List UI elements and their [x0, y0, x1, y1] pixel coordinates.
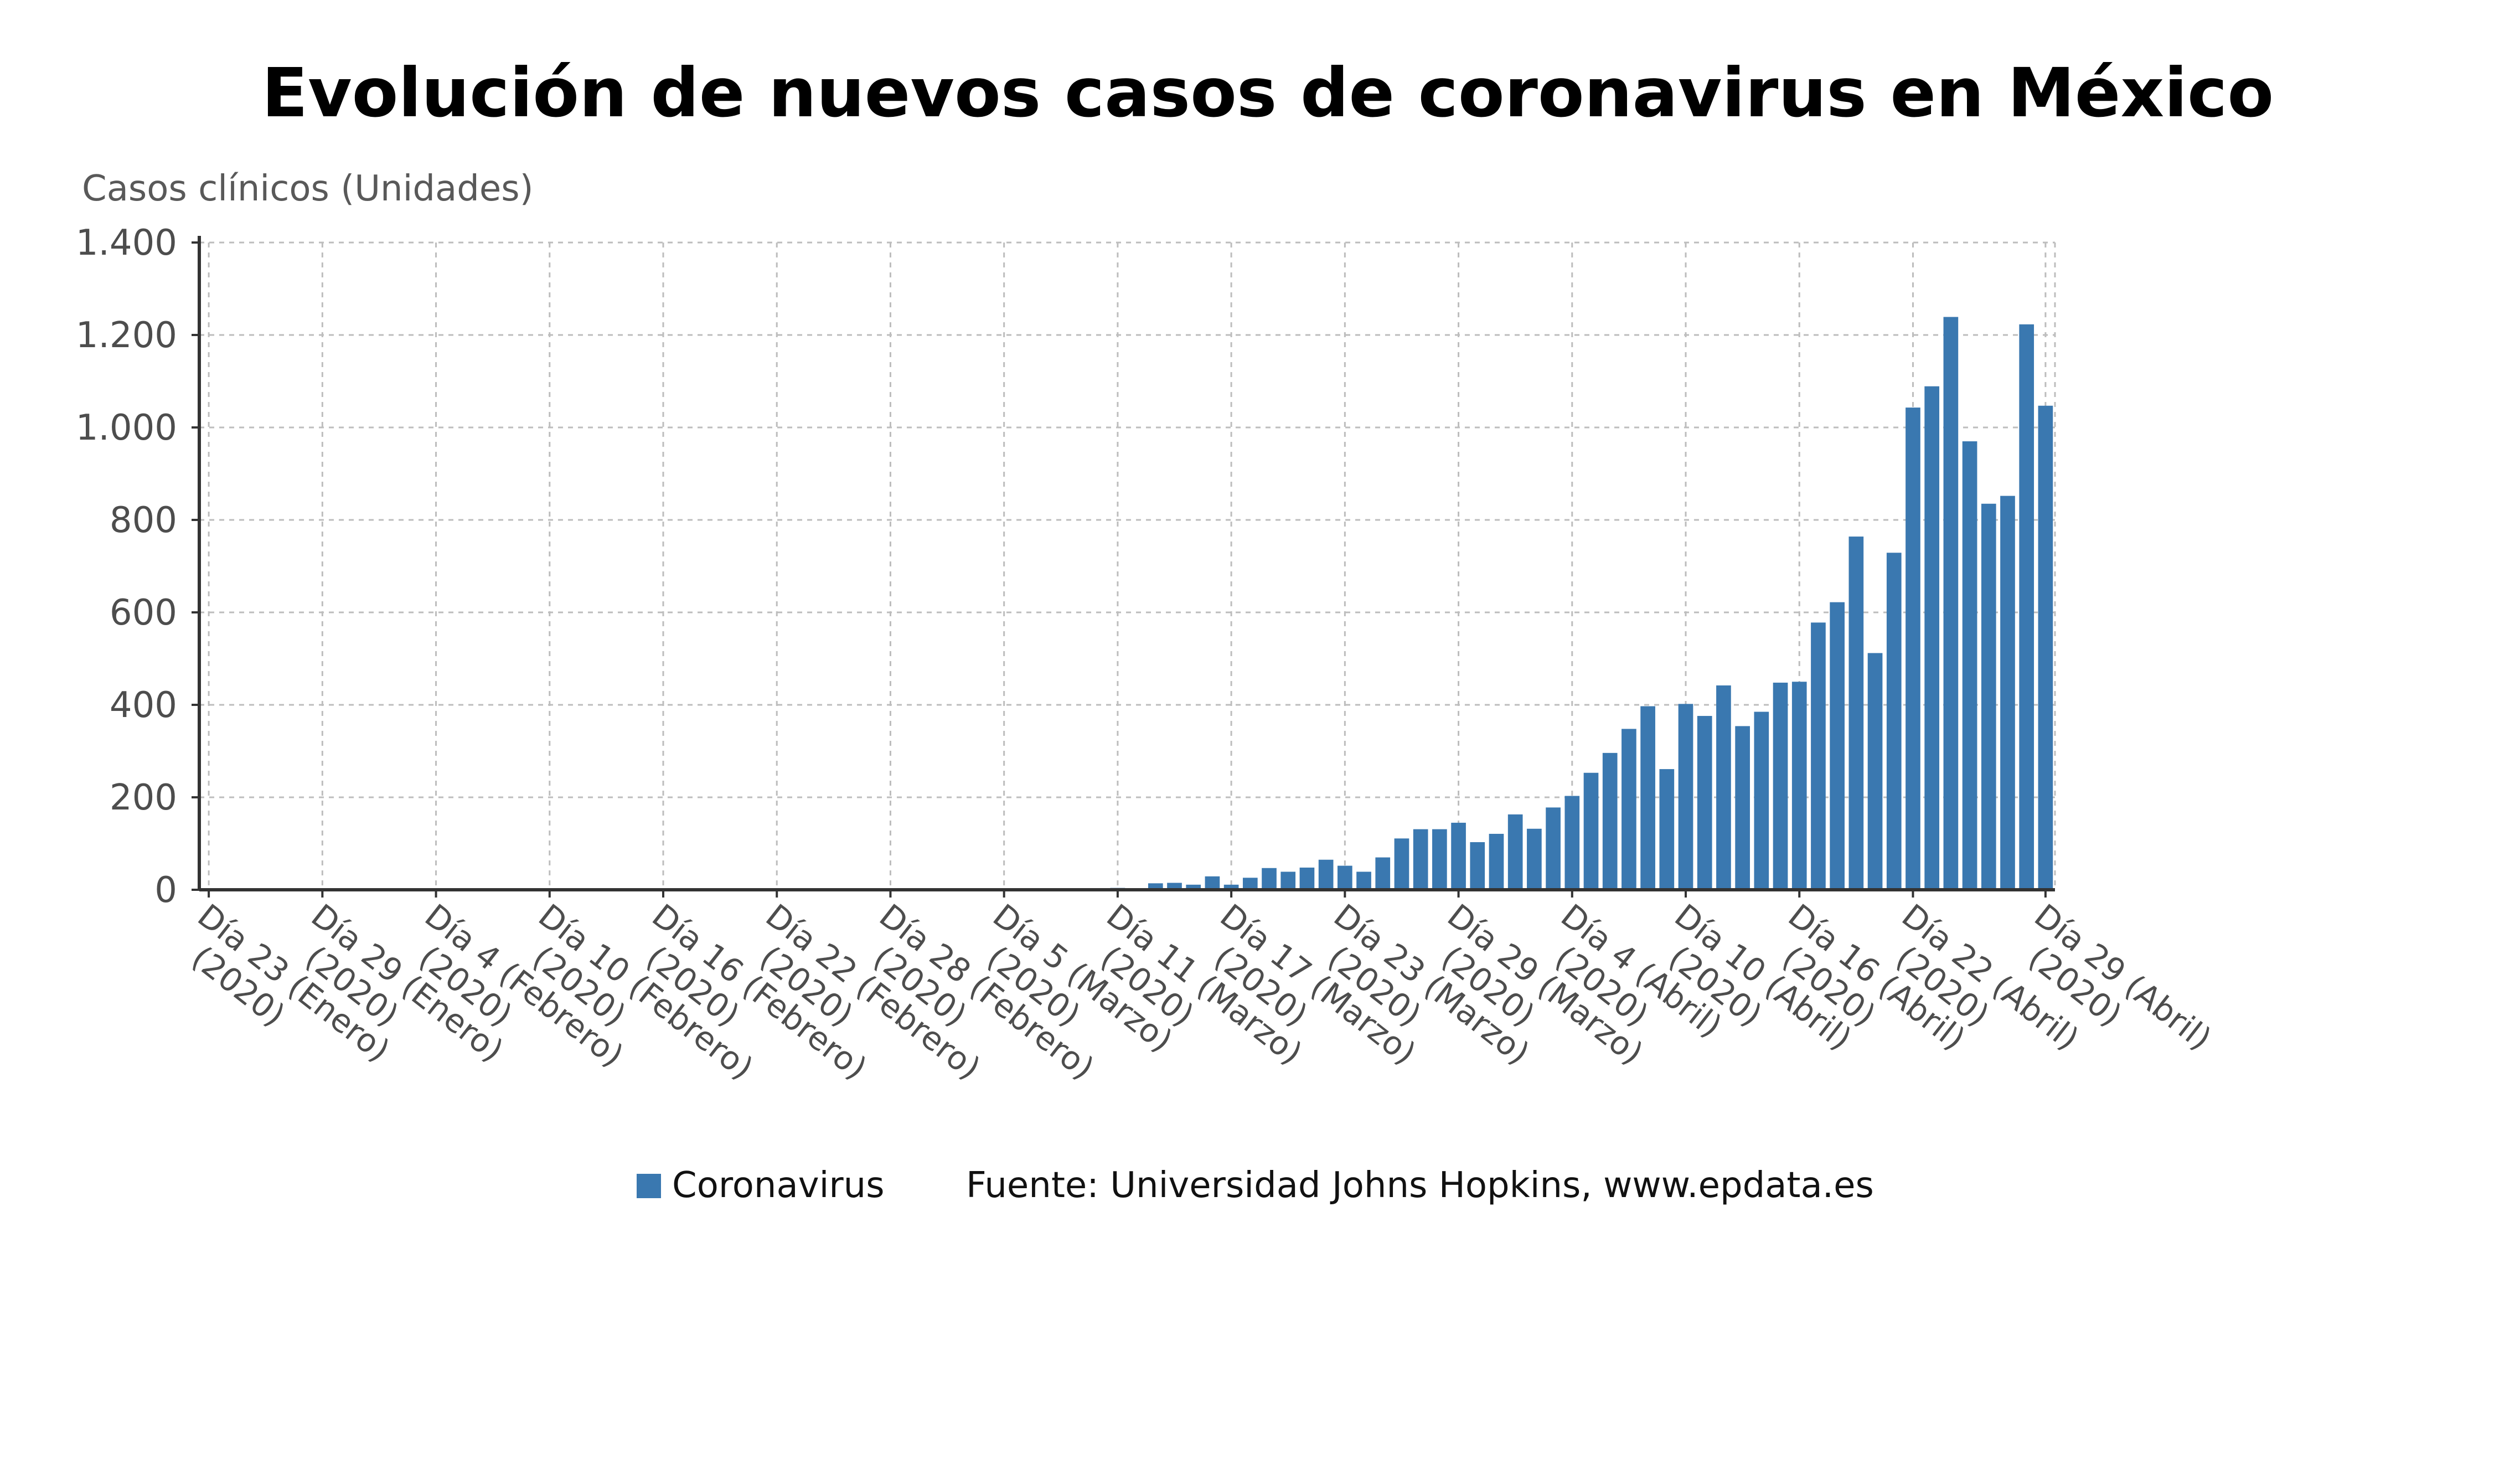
- bar: [1375, 857, 1391, 890]
- bar: [1338, 865, 1352, 890]
- bar: [1981, 503, 1996, 890]
- bar: [1394, 838, 1409, 890]
- bar: [1811, 622, 1826, 890]
- bar: [1489, 833, 1504, 890]
- y-tick-label: 1.200: [76, 315, 177, 356]
- bar: [1564, 796, 1580, 890]
- y-tick-labels: 0 200 400 600 800 1.000 1.200 1.400: [76, 223, 177, 911]
- bar: [1848, 537, 1864, 890]
- bar: [2038, 405, 2053, 890]
- y-tick-label: 1.400: [76, 223, 177, 264]
- bar: [1659, 769, 1675, 890]
- bar: [1280, 872, 1296, 890]
- bar: [1773, 682, 1788, 890]
- legend-swatch: [637, 1174, 661, 1198]
- bar: [1167, 883, 1182, 890]
- bar: [1432, 829, 1447, 890]
- bar: [1148, 883, 1163, 890]
- y-tick-label: 400: [110, 685, 177, 726]
- bar: [1716, 685, 1731, 890]
- bar: [2019, 324, 2034, 890]
- bar: [1470, 842, 1485, 890]
- bar: [1205, 876, 1220, 890]
- bar: [1830, 602, 1845, 890]
- bar: [1223, 884, 1239, 890]
- bar: [1186, 884, 1201, 890]
- bar: [1886, 553, 1902, 890]
- bar: [1906, 408, 1920, 890]
- source-label: Fuente: Universidad Johns Hopkins, www.e…: [966, 1165, 1874, 1206]
- bar: [1583, 772, 1599, 890]
- bar: [1622, 729, 1636, 890]
- bar: [1242, 878, 1258, 890]
- axes-layer: [192, 236, 2055, 898]
- y-tick-label: 200: [110, 777, 177, 818]
- bar: [1678, 704, 1693, 890]
- chart-title: Evolución de nuevos casos de coronavirus…: [262, 54, 2274, 132]
- legend-series-label: Coronavirus: [672, 1165, 885, 1206]
- bar: [1640, 706, 1655, 890]
- legend: Coronavirus Fuente: Universidad Johns Ho…: [637, 1165, 1874, 1206]
- y-tick-label: 1.000: [76, 408, 177, 448]
- bar: [1413, 829, 1428, 890]
- bar: [1962, 441, 1977, 890]
- bars-layer: [902, 317, 2053, 890]
- bar: [1299, 867, 1315, 890]
- bar: [1318, 859, 1334, 890]
- bar: [1546, 807, 1561, 890]
- y-axis-label: Casos clínicos (Unidades): [82, 168, 534, 209]
- bar: [1735, 726, 1750, 890]
- y-tick-label: 800: [110, 500, 177, 541]
- y-tick-label: 600: [110, 592, 177, 633]
- x-tick-labels: Día 23 (Enero)(2020) Día 29 (Enero)(2020)…: [185, 896, 2219, 1087]
- bar: [1791, 682, 1807, 890]
- bar: [1527, 828, 1542, 890]
- bar: [1602, 752, 1618, 890]
- bar: [1754, 711, 1769, 890]
- bar: [1697, 716, 1712, 890]
- bar: [1356, 872, 1371, 890]
- bar: [2000, 496, 2015, 890]
- y-tick-label: 0: [154, 870, 177, 911]
- bar: [1867, 653, 1883, 890]
- bar: [1943, 317, 1959, 890]
- bar: [1507, 814, 1523, 890]
- bar: [1262, 868, 1277, 890]
- bar: [1924, 386, 1940, 890]
- bar: [1451, 822, 1466, 890]
